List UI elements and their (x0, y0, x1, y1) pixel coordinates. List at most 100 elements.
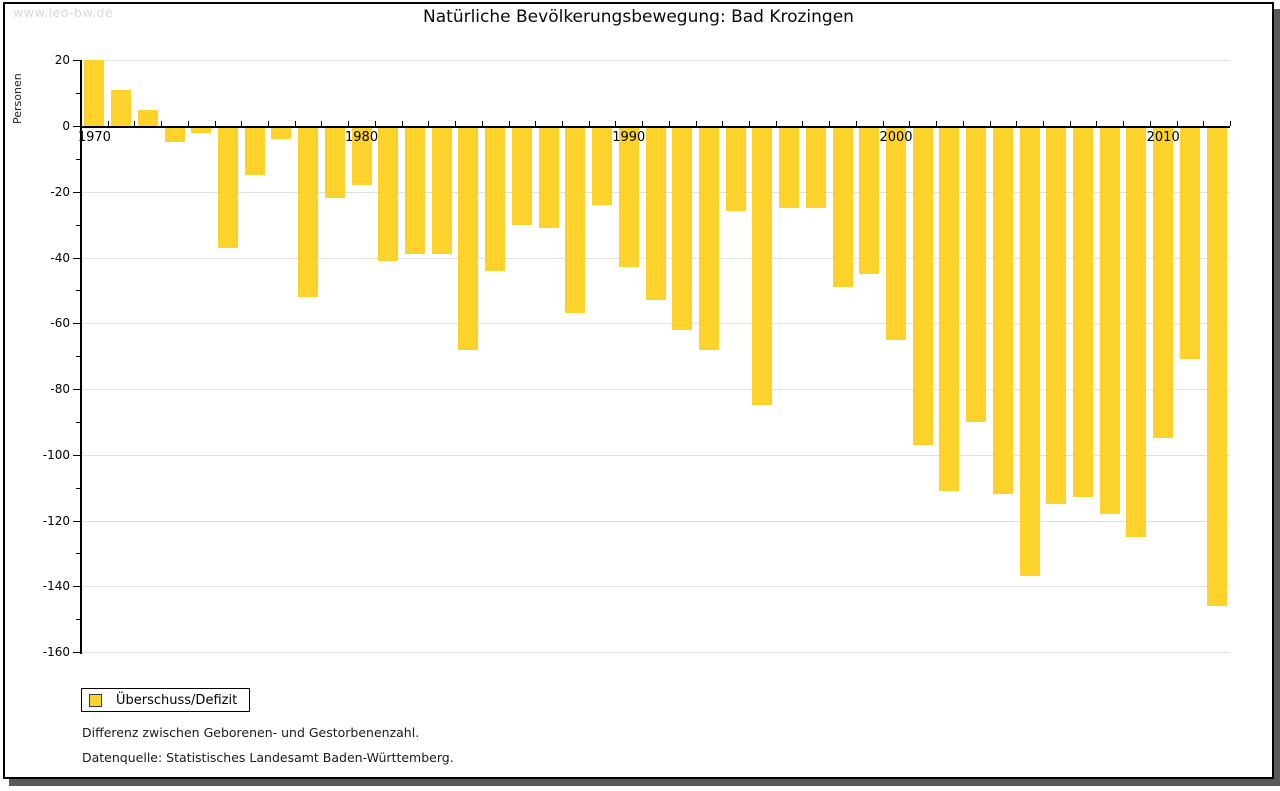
x-tick (1069, 121, 1071, 126)
legend-swatch-icon (89, 693, 102, 707)
y-tick-label: -120 (42, 513, 70, 528)
x-tick (214, 121, 216, 126)
x-tick (348, 121, 350, 126)
chart-frame: www.leo-bw.de Natürliche Bevölkerungsbew… (3, 2, 1274, 779)
legend-box: Überschuss/Defizit (81, 688, 251, 712)
bar-2010 (1153, 126, 1174, 439)
x-tick-label-1980: 1980 (345, 130, 379, 145)
y-tick-major (73, 586, 80, 588)
bar-1990 (618, 126, 639, 268)
chart-title: Natürliche Bevölkerungsbewegung: Bad Kro… (423, 7, 854, 27)
bar-1980 (351, 126, 372, 186)
x-tick (561, 121, 563, 126)
gridline (81, 323, 1230, 325)
y-axis-title: Personen (11, 73, 24, 124)
bar-1973 (164, 126, 185, 143)
x-tick (695, 121, 697, 126)
x-tick (909, 121, 911, 126)
bar-1977 (271, 126, 292, 140)
bar-2004 (992, 126, 1013, 495)
bar-1974 (191, 126, 212, 133)
bar-2006 (1046, 126, 1067, 505)
y-tick-major (73, 454, 80, 456)
bar-2011 (1179, 126, 1200, 360)
legend-label: Überschuss/Defizit (116, 692, 238, 708)
bar-1981 (378, 126, 399, 261)
y-tick-major (73, 652, 80, 653)
bar-1971 (111, 89, 132, 126)
gridline (81, 586, 1230, 588)
y-tick-minor (76, 158, 80, 160)
x-tick (722, 121, 724, 126)
bar-1998 (832, 126, 853, 288)
bar-1996 (779, 126, 800, 209)
bar-2007 (1073, 126, 1094, 498)
x-tick (294, 121, 296, 126)
bar-1975 (217, 126, 238, 248)
x-tick-label-1970: 1970 (77, 130, 111, 145)
y-tick-major (73, 60, 80, 62)
bar-1997 (805, 126, 826, 209)
x-tick (882, 121, 884, 126)
bar-1991 (645, 126, 666, 301)
bar-1987 (538, 126, 559, 228)
bar-1995 (752, 126, 773, 406)
y-tick-label: -20 (50, 184, 70, 199)
y-tick-major (73, 126, 80, 127)
bar-1994 (725, 126, 746, 212)
bar-1970 (84, 60, 105, 126)
x-tick-label-1990: 1990 (612, 130, 646, 145)
bar-1992 (672, 126, 693, 330)
x-tick (749, 121, 751, 126)
gridline (81, 389, 1230, 390)
y-tick-minor (76, 487, 80, 489)
bar-1978 (298, 126, 319, 297)
y-tick-minor (76, 224, 80, 226)
x-tick (268, 121, 270, 126)
footnote-definition: Differenz zwischen Geborenen- und Gestor… (82, 725, 420, 740)
x-tick (161, 121, 163, 126)
bar-1989 (592, 126, 613, 205)
y-tick-label: -160 (42, 645, 70, 659)
bar-2012 (1206, 126, 1227, 606)
bar-1983 (431, 126, 452, 255)
y-tick-minor (76, 290, 80, 292)
x-tick (802, 121, 804, 126)
x-tick (187, 121, 189, 126)
x-tick (428, 121, 430, 126)
y-tick-major (73, 191, 80, 193)
x-tick (321, 121, 323, 126)
y-tick-minor (76, 93, 80, 95)
bar-1999 (859, 126, 880, 274)
x-tick (107, 121, 109, 126)
x-tick (775, 121, 777, 126)
y-tick-label: 20 (54, 53, 70, 68)
y-tick-label: -60 (50, 316, 70, 331)
y-tick-major (73, 389, 80, 390)
bar-1985 (485, 126, 506, 271)
x-tick (1016, 121, 1018, 126)
x-tick (855, 121, 857, 126)
gridline (81, 454, 1230, 456)
x-tick (508, 121, 510, 126)
x-tick (374, 121, 376, 126)
bar-1986 (511, 126, 532, 225)
gridline (81, 520, 1230, 522)
y-tick-minor (76, 356, 80, 358)
y-tick-label: -100 (42, 447, 70, 462)
x-tick (1096, 121, 1098, 126)
x-tick (829, 121, 831, 126)
bar-2009 (1126, 126, 1147, 537)
x-tick (1042, 121, 1044, 126)
x-tick (1123, 121, 1125, 126)
bar-1984 (458, 126, 479, 350)
x-tick (1203, 121, 1205, 126)
bar-2002 (939, 126, 960, 491)
x-axis-line (80, 126, 1230, 128)
bar-1979 (324, 126, 345, 199)
bar-2001 (912, 126, 933, 445)
bar-1972 (137, 109, 158, 126)
x-tick (535, 121, 537, 126)
x-tick (241, 121, 243, 126)
x-tick (134, 121, 136, 126)
